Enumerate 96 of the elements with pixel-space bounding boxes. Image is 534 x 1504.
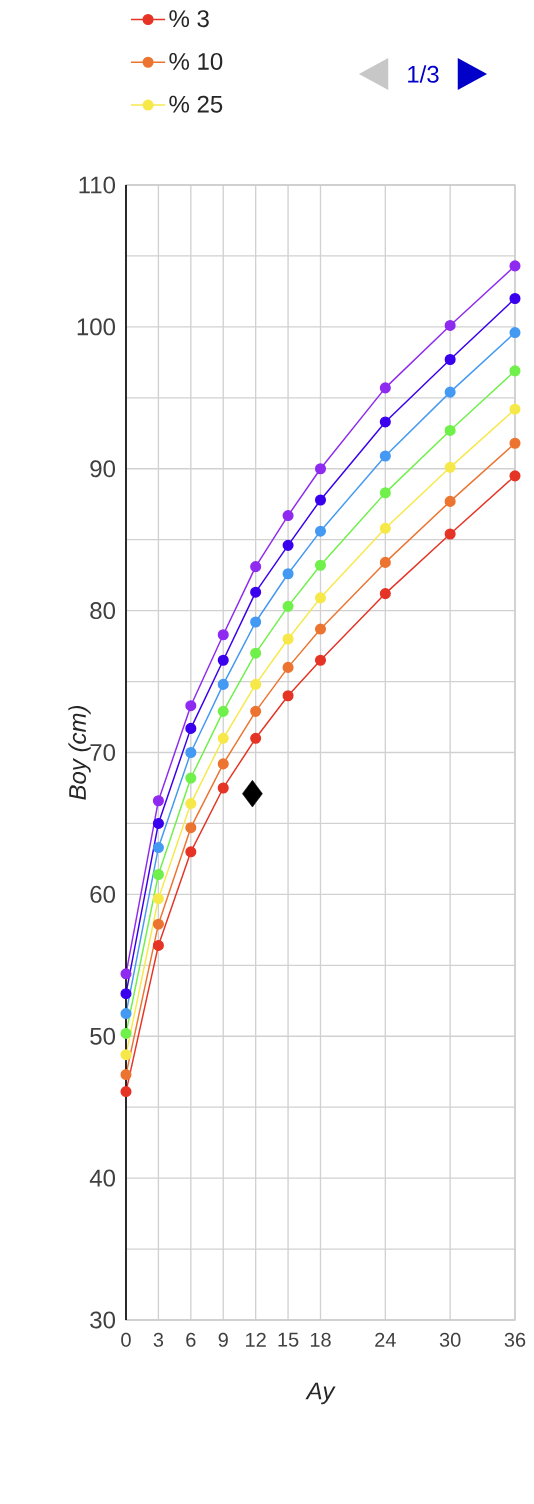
point: [379, 416, 391, 428]
point: [152, 939, 164, 951]
point: [185, 700, 197, 712]
point: [120, 1069, 132, 1081]
point: [120, 988, 132, 1000]
x-tick-label: 6: [186, 1332, 196, 1347]
x-tick-label: 18: [310, 1332, 331, 1347]
point: [379, 588, 391, 600]
x-tick-label: 12: [246, 1332, 266, 1347]
point: [509, 327, 521, 339]
point: [250, 561, 262, 573]
y-tick-label: 110: [79, 176, 116, 194]
x-axis-title: Ay: [305, 1382, 336, 1405]
point: [509, 437, 521, 449]
point: [152, 795, 164, 807]
x-tick-label: 15: [278, 1332, 299, 1347]
point: [185, 746, 197, 759]
point: [509, 365, 521, 377]
point: [314, 654, 327, 666]
point: [217, 629, 229, 641]
x-tick-label: 30: [439, 1332, 461, 1347]
point: [282, 661, 294, 673]
point: [217, 758, 229, 770]
point: [250, 647, 262, 659]
point: [509, 470, 521, 482]
legend-label: % 10: [169, 52, 223, 70]
point: [509, 403, 521, 415]
point: [217, 678, 229, 690]
point: [509, 260, 521, 272]
point: [185, 772, 197, 784]
point: [120, 1008, 132, 1020]
y-tick-label: 50: [90, 1027, 116, 1045]
point: [242, 780, 263, 808]
point: [250, 678, 262, 690]
point: [282, 690, 294, 702]
point: [444, 495, 456, 507]
point: [314, 559, 327, 571]
point: [120, 1086, 132, 1098]
y-tick-label: 30: [90, 1311, 116, 1329]
point: [282, 633, 294, 645]
y-tick-label: 40: [89, 1169, 116, 1187]
point: [185, 846, 197, 858]
legend-label: % 25: [169, 95, 223, 113]
y-tick-label: 100: [77, 318, 116, 336]
point: [314, 525, 327, 537]
point: [314, 592, 327, 604]
point: [217, 732, 229, 744]
point: [217, 705, 229, 717]
point: [444, 424, 456, 436]
point: [444, 528, 456, 540]
y-tick-label: 60: [90, 885, 116, 903]
point: [379, 382, 391, 394]
y-tick-label: 70: [90, 743, 116, 761]
x-tick-label: 0: [121, 1332, 131, 1347]
point: [120, 1027, 132, 1039]
point: [152, 817, 164, 829]
point: [282, 510, 294, 522]
point: [282, 568, 294, 580]
point: [444, 386, 456, 398]
point: [250, 586, 262, 598]
point: [250, 705, 262, 717]
point: [379, 450, 391, 462]
point: [152, 868, 164, 881]
point: [250, 732, 262, 744]
point: [250, 616, 262, 628]
y-tick-label: 90: [90, 460, 116, 478]
point: [314, 623, 327, 635]
x-tick-label: 9: [218, 1332, 228, 1347]
point: [444, 353, 456, 366]
point: [185, 722, 197, 734]
point: [152, 893, 164, 905]
point: [217, 654, 229, 666]
x-tick-label: 3: [153, 1332, 164, 1347]
point: [120, 1049, 132, 1061]
point: [185, 798, 197, 810]
point: [120, 968, 132, 980]
text: 1/3: [408, 65, 439, 83]
point: [379, 487, 391, 499]
point: [444, 319, 456, 331]
point: [217, 782, 229, 794]
point: [444, 461, 456, 473]
point: [314, 494, 327, 506]
point: [509, 292, 521, 305]
point: [152, 842, 164, 854]
x-tick-label: 36: [504, 1332, 526, 1347]
point: [379, 556, 391, 568]
point: [282, 600, 294, 612]
point: [282, 539, 294, 551]
x-tick-label: 24: [375, 1332, 396, 1347]
y-tick-label: 80: [90, 602, 116, 620]
legend-label: % 3: [169, 10, 209, 28]
point: [379, 522, 391, 534]
point: [185, 822, 197, 834]
y-axis-title: Boy (cm): [68, 705, 91, 800]
point: [314, 463, 327, 475]
point: [152, 918, 164, 930]
